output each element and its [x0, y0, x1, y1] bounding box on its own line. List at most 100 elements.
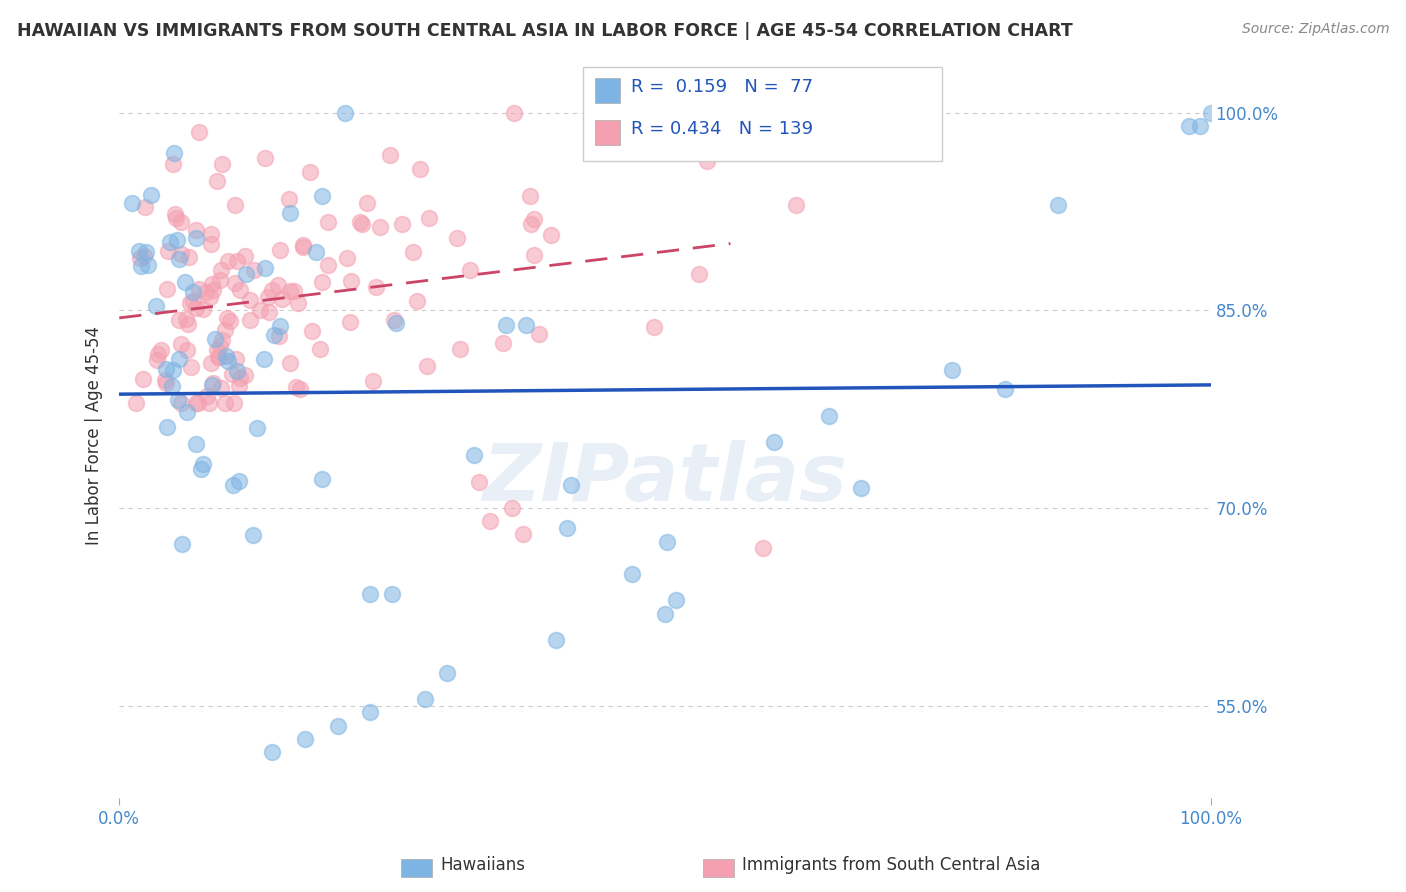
Point — [655, 535, 678, 549]
Point — [368, 219, 391, 234]
Point — [183, 285, 205, 299]
Point — [544, 632, 567, 647]
Point — [155, 376, 177, 390]
Point — [311, 188, 333, 202]
Point — [224, 276, 246, 290]
Point — [121, 196, 143, 211]
Point — [278, 206, 301, 220]
Point — [136, 258, 159, 272]
Point — [381, 587, 404, 601]
Point — [146, 352, 169, 367]
Point — [162, 157, 184, 171]
Point — [842, 134, 865, 148]
Point — [209, 339, 232, 353]
Point — [170, 214, 193, 228]
Point — [181, 294, 204, 309]
Point — [540, 227, 562, 242]
Point — [204, 332, 226, 346]
Point — [190, 462, 212, 476]
Point — [208, 350, 231, 364]
Point — [294, 731, 316, 746]
Point — [146, 346, 169, 360]
Point — [159, 235, 181, 249]
Point — [817, 409, 839, 423]
Point — [643, 320, 665, 334]
Point — [211, 333, 233, 347]
Point — [166, 393, 188, 408]
Point — [523, 248, 546, 262]
Point — [1199, 105, 1222, 120]
Point — [436, 665, 458, 680]
Point — [339, 314, 361, 328]
Point — [458, 263, 481, 277]
Point — [217, 253, 239, 268]
Point — [333, 105, 356, 120]
Point — [129, 259, 152, 273]
Point — [311, 275, 333, 289]
Point — [501, 501, 523, 516]
Point — [201, 277, 224, 291]
Point — [169, 351, 191, 366]
Point — [278, 284, 301, 298]
Point — [243, 263, 266, 277]
Point — [841, 105, 863, 120]
Point — [254, 151, 277, 165]
Point — [228, 474, 250, 488]
Point — [349, 215, 371, 229]
Point — [523, 212, 546, 227]
Point — [257, 305, 280, 319]
Point — [176, 343, 198, 357]
Text: R =  0.159   N =  77: R = 0.159 N = 77 — [631, 78, 814, 96]
Point — [205, 174, 228, 188]
Point — [752, 541, 775, 555]
Point — [132, 372, 155, 386]
Point — [512, 527, 534, 541]
Point — [623, 139, 645, 153]
Point — [763, 435, 786, 450]
Point — [361, 374, 384, 388]
Point — [228, 378, 250, 392]
Point — [186, 222, 208, 236]
Point — [463, 448, 485, 462]
Point — [305, 245, 328, 260]
Point — [225, 253, 247, 268]
Text: Hawaiians: Hawaiians — [440, 856, 524, 874]
Point — [180, 359, 202, 374]
Point — [184, 437, 207, 451]
Point — [187, 282, 209, 296]
Point — [519, 189, 541, 203]
Point — [283, 284, 305, 298]
Point — [198, 395, 221, 409]
Point — [239, 293, 262, 307]
Text: R = 0.434   N = 139: R = 0.434 N = 139 — [631, 120, 814, 138]
Point — [187, 125, 209, 139]
Point — [186, 301, 208, 315]
Point — [479, 514, 502, 528]
Point — [163, 206, 186, 220]
Point — [170, 336, 193, 351]
Point — [145, 299, 167, 313]
Point — [941, 363, 963, 377]
Point — [239, 313, 262, 327]
Point — [167, 313, 190, 327]
Point — [851, 481, 873, 495]
Point — [555, 521, 578, 535]
Point — [385, 316, 408, 330]
Point — [219, 314, 242, 328]
Point — [359, 587, 381, 601]
Point — [254, 261, 277, 276]
Point — [195, 389, 218, 403]
Point — [560, 478, 582, 492]
Point — [378, 148, 401, 162]
Point — [202, 376, 225, 390]
Point — [364, 280, 387, 294]
Point — [156, 282, 179, 296]
Point — [233, 249, 256, 263]
Point — [291, 240, 314, 254]
Point — [191, 458, 214, 472]
Point — [716, 130, 738, 145]
Point — [621, 566, 644, 581]
Point — [217, 353, 239, 368]
Point — [235, 368, 257, 382]
Point — [249, 302, 271, 317]
